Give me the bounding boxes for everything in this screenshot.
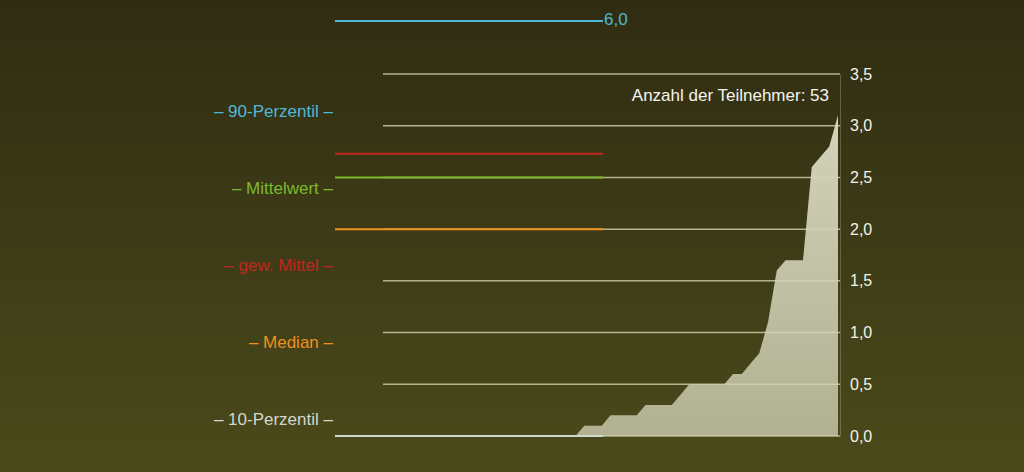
reference-line bbox=[335, 435, 603, 437]
tick: 1,0 bbox=[840, 324, 872, 341]
reference-line bbox=[335, 153, 603, 155]
tick: 0,0 bbox=[840, 428, 872, 445]
tick: 3,0 bbox=[840, 117, 872, 134]
legend-label: – 90-Perzentil – bbox=[214, 102, 334, 121]
tick-label: 0,0 bbox=[850, 428, 872, 445]
grid-line bbox=[383, 73, 840, 75]
y-axis: 0,0 0,5 1,0 1,5 2,0 2,5 3,0 3,5 bbox=[840, 66, 872, 445]
tick-label: 3,0 bbox=[850, 117, 872, 134]
tick-label: 3,5 bbox=[850, 66, 872, 83]
area bbox=[383, 115, 838, 436]
plot-area bbox=[383, 115, 838, 436]
tick-label: 1,0 bbox=[850, 324, 872, 341]
reference-line bbox=[335, 20, 603, 22]
grid bbox=[383, 74, 840, 436]
tick-label: 2,5 bbox=[850, 169, 872, 186]
grid-line bbox=[383, 125, 840, 127]
legend-label: – 10-Perzentil – bbox=[214, 410, 334, 429]
reference-line bbox=[335, 228, 603, 230]
legend-label: – gew. Mittel – bbox=[224, 256, 333, 275]
axis-line bbox=[840, 75, 841, 437]
tick: 1,5 bbox=[840, 272, 872, 289]
tick-label: 1,5 bbox=[850, 272, 872, 289]
reference-line bbox=[335, 176, 603, 178]
grid-line bbox=[383, 280, 840, 282]
tick: 3,5 bbox=[840, 66, 872, 83]
chart: 0,0 0,5 1,0 1,5 2,0 2,5 3,0 3,5 6,0 – 90-Perzenti… bbox=[0, 0, 1024, 472]
reference-lines: 6,0 – 90-Perzentil – – Mittelwert – – gew. … bbox=[214, 10, 628, 436]
tick-label: 0,5 bbox=[850, 376, 872, 393]
reference-value-label: 6,0 bbox=[604, 10, 628, 29]
tick: 2,0 bbox=[840, 221, 872, 238]
background bbox=[0, 0, 1024, 472]
tick: 0,5 bbox=[840, 376, 872, 393]
annotation: Anzahl der Teilnehmer: 53 bbox=[632, 86, 829, 105]
tick-label: 2,0 bbox=[850, 221, 872, 238]
legend-label: – Median – bbox=[249, 333, 334, 352]
legend-label: – Mittelwert – bbox=[232, 179, 334, 198]
tick: 2,5 bbox=[840, 169, 872, 186]
